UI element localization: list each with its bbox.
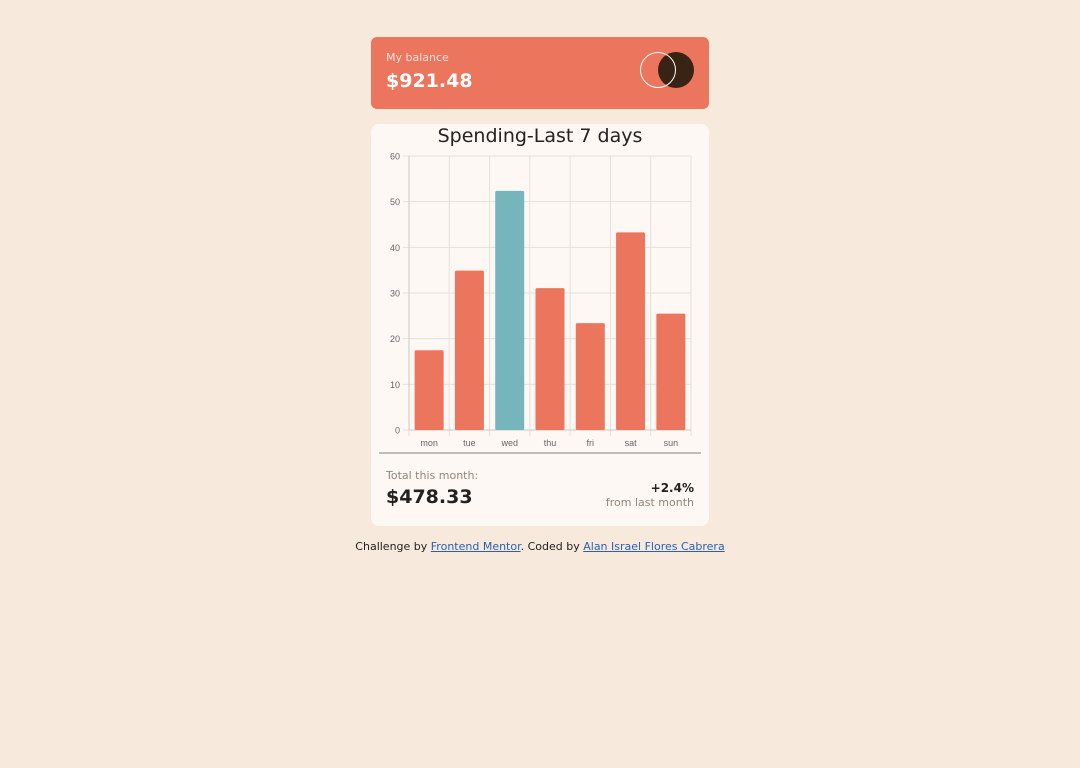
bar-sun (656, 313, 686, 430)
y-tick-label: 30 (390, 289, 400, 299)
x-tick-label: sun (664, 438, 679, 448)
frontend-mentor-link[interactable]: Frontend Mentor (430, 540, 521, 553)
y-tick-label: 20 (390, 334, 400, 344)
x-tick-label: thu (544, 438, 557, 448)
balance-value: $921.48 (386, 70, 473, 92)
x-tick-label: mon (420, 438, 438, 448)
y-tick-label: 60 (390, 152, 400, 162)
logo-outline-circle (640, 52, 676, 88)
total-value: $478.33 (386, 486, 473, 508)
bar-fri (575, 323, 605, 430)
bar-mon (414, 350, 444, 430)
author-link[interactable]: Alan Israel Flores Cabrera (583, 540, 725, 553)
y-tick-label: 10 (390, 380, 400, 390)
attribution: Challenge by Frontend Mentor. Coded by A… (0, 540, 1080, 553)
x-tick-label: sat (625, 438, 638, 448)
bar-sat (616, 232, 646, 430)
balance-label: My balance (386, 51, 449, 64)
attribution-middle: . Coded by (520, 540, 584, 553)
y-tick-label: 40 (390, 243, 400, 253)
change-percentage: +2.4% (650, 481, 694, 495)
spending-chart: 0 10 20 30 40 50 60 mon tue wed thu fri sat sun (379, 152, 701, 454)
bar-tue (454, 270, 484, 430)
logo-icon (640, 52, 694, 88)
change-label: from last month (605, 496, 694, 509)
total-label: Total this month: (386, 469, 479, 482)
bar-wed (495, 190, 525, 430)
y-tick-label: 0 (395, 426, 400, 436)
x-tick-label: tue (463, 438, 476, 448)
x-tick-label: fri (587, 438, 595, 448)
x-tick-label: wed (500, 438, 518, 448)
y-tick-label: 50 (390, 197, 400, 207)
bar-thu (535, 288, 565, 430)
balance-card: My balance $921.48 (371, 37, 709, 109)
attribution-prefix: Challenge by (355, 540, 431, 553)
spending-card: Spending-Last 7 days 0 10 20 30 40 50 60 mon tue… (371, 124, 709, 526)
chart-title: Spending-Last 7 days (437, 125, 643, 147)
